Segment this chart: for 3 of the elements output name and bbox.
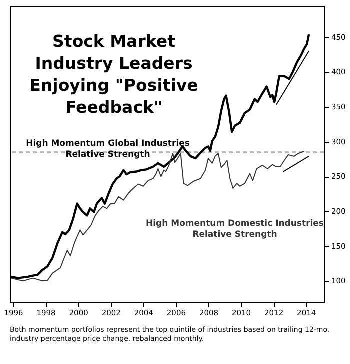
text: High Momentum Domestic Industries Relative Strength	[146, 219, 324, 240]
text: Stock Market Industry Leaders Enjoying "Positive Feedback"	[30, 32, 198, 117]
series-label: High Momentum Global Industries Relative Strength	[26, 139, 190, 160]
